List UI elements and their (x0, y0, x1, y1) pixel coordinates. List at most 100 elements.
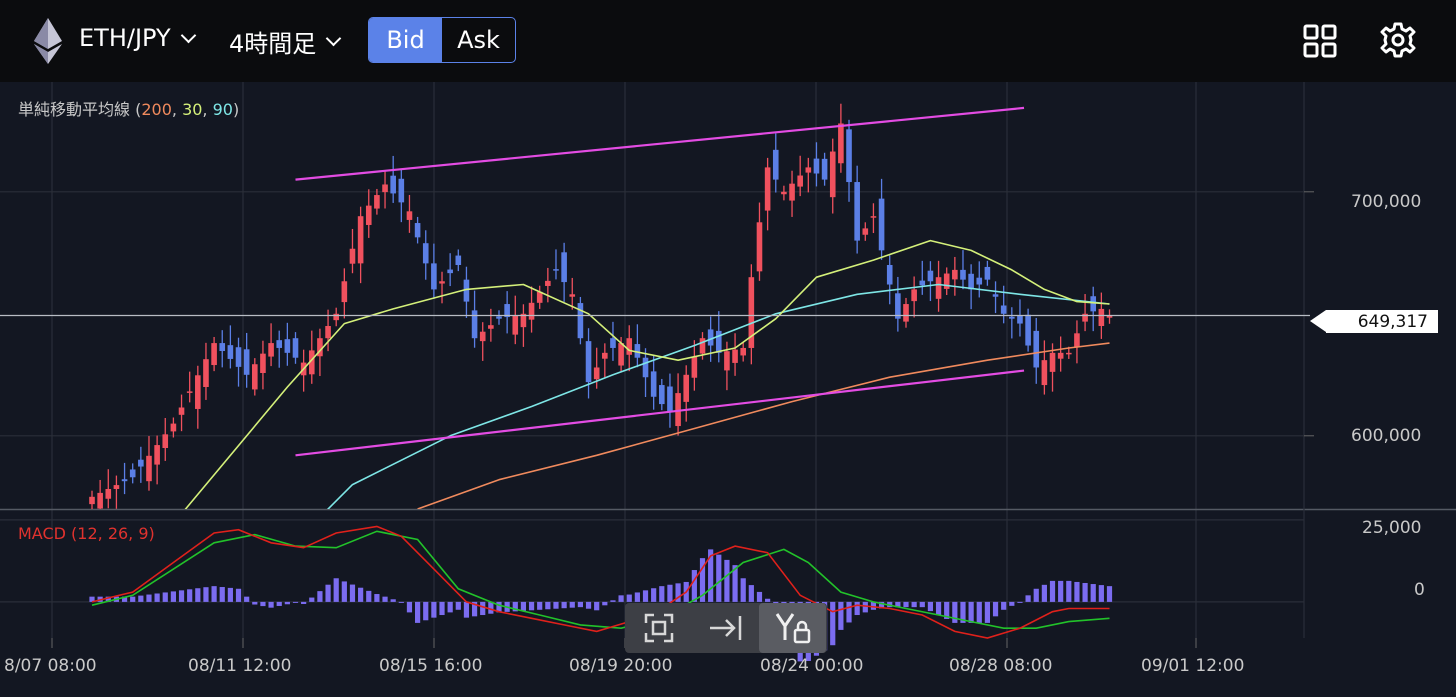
macd-histogram-bar (431, 601, 437, 618)
pair-selector[interactable]: ETH/JPY (79, 24, 196, 52)
macd-histogram-bar (675, 583, 681, 602)
gear-icon[interactable] (1379, 21, 1417, 59)
macd-histogram-bar (862, 601, 868, 613)
candle-body (935, 277, 942, 299)
candle-body (886, 265, 893, 285)
macd-histogram-bar (463, 601, 470, 618)
candle-body (414, 223, 421, 238)
sma-30-line (184, 239, 1110, 509)
macd-histogram-bar (1106, 586, 1113, 602)
macd-histogram-bar (569, 601, 575, 608)
candle-body (683, 374, 690, 402)
sma-90-line (326, 283, 1110, 509)
candle-body (292, 338, 299, 358)
candle-body (1082, 313, 1088, 322)
macd-histogram-bar (488, 601, 494, 614)
chart-area[interactable] (0, 82, 1456, 697)
candle-body (162, 434, 169, 448)
sma-90-label: 90 (212, 100, 233, 119)
macd-histogram-bar (390, 599, 396, 602)
candle-body (675, 393, 681, 427)
price-tick-label: 700,000 (1351, 192, 1422, 212)
macd-histogram-bar (219, 587, 225, 602)
macd-histogram-bar (838, 601, 844, 630)
macd-histogram-bar (130, 596, 136, 602)
candle-body (992, 294, 999, 297)
macd-histogram-bar (374, 594, 380, 602)
macd-histogram-bar (699, 558, 706, 602)
macd-histogram-bar (439, 601, 445, 616)
candle-body (577, 303, 584, 339)
macd-histogram-bar (146, 594, 152, 602)
candle-body (463, 279, 470, 302)
ask-button[interactable]: Ask (457, 26, 500, 54)
scroll-to-end-button[interactable] (692, 603, 759, 653)
macd-histogram-bar (944, 601, 950, 619)
macd-histogram-bar (496, 601, 502, 613)
candle-body (829, 151, 836, 198)
bid-button[interactable]: Bid (369, 18, 442, 62)
scroll-to-end-icon (709, 616, 741, 640)
candle-body (626, 338, 633, 355)
macd-histogram-bar (618, 595, 624, 602)
candle-body (235, 347, 242, 367)
expand-button[interactable] (625, 603, 692, 653)
bid-ask-toggle: Bid Ask (368, 17, 516, 63)
y-axis-lock-button[interactable] (759, 603, 826, 653)
candle-body (227, 345, 234, 359)
macd-histogram-bar (634, 592, 640, 602)
candle-body (553, 269, 559, 271)
macd-histogram-bar (1090, 584, 1096, 602)
macd-histogram-bar (610, 600, 616, 602)
macd-histogram-bar (268, 601, 274, 608)
macd-histogram-bar (520, 601, 527, 611)
macd-histogram-bar (935, 601, 942, 616)
sma-30-label: 30 (182, 100, 203, 119)
macd-histogram-bar (878, 601, 885, 609)
macd-histogram-bar (642, 590, 649, 602)
candle-body (349, 248, 356, 264)
candle-body (308, 350, 315, 375)
price-tick-label: 600,000 (1351, 426, 1422, 446)
timeframe-selector[interactable]: 4時間足 (229, 24, 342, 59)
macd-histogram-bar (895, 601, 901, 608)
candle-body (252, 364, 258, 390)
grid-icon[interactable] (1303, 24, 1337, 58)
macd-histogram-bar (626, 594, 632, 602)
candle-body (97, 492, 103, 509)
macd-histogram-bar (740, 578, 746, 602)
candle-body (805, 167, 812, 173)
macd-histogram-bar (284, 601, 290, 605)
candle-body (1041, 360, 1048, 386)
macd-histogram-bar (317, 591, 323, 602)
candle-body (797, 175, 803, 187)
macd-histogram-bar (968, 601, 974, 623)
macd-histogram-bar (1033, 588, 1039, 602)
macd-histogram-bar (211, 586, 217, 602)
candle-body (984, 266, 991, 280)
axis-panel (1304, 82, 1456, 697)
candle-body (374, 195, 380, 209)
macd-histogram-bar (716, 554, 722, 602)
timeframe-label: 4時間足 (229, 30, 317, 58)
time-tick-label: 8/07 08:00 (4, 656, 97, 676)
candle-body (512, 315, 519, 335)
candle-body (382, 184, 388, 193)
macd-histogram-bar (447, 601, 453, 613)
macd-histogram-bar (724, 559, 730, 602)
channel-lower-line (295, 369, 1025, 457)
candle-body (952, 269, 958, 280)
macd-histogram-bar (651, 588, 657, 602)
candle-body (593, 367, 600, 380)
candle-body (333, 313, 339, 321)
macd-histogram-bar (732, 565, 738, 602)
candle-body (504, 304, 510, 318)
macd-histogram-bar (1009, 601, 1015, 606)
candle-body (1066, 352, 1072, 355)
candle-body (667, 386, 673, 412)
price-chart[interactable] (0, 82, 1456, 697)
candle-body (772, 149, 779, 180)
time-tick-label: 08/28 08:00 (949, 656, 1053, 676)
candle-body (781, 191, 787, 195)
macd-histogram-bar (121, 596, 128, 602)
